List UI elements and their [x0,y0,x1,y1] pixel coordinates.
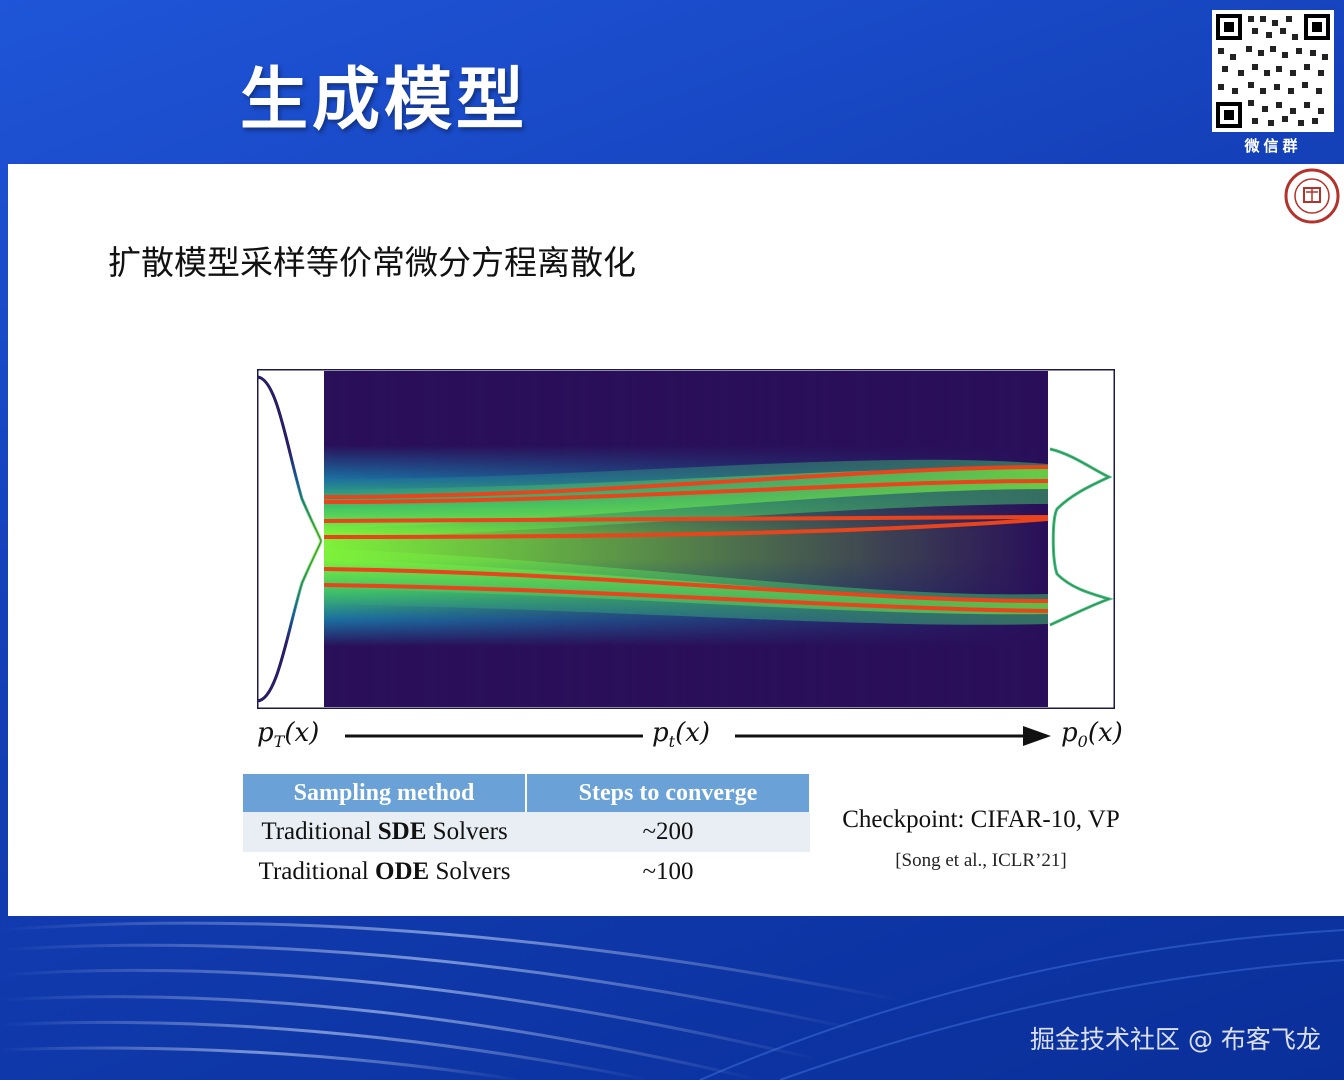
trajectory-line [323,465,1049,499]
watermark: 掘金技术社区 @ 布客飞龙 [1030,1025,1321,1054]
label-p-t: pt(x) [652,718,711,752]
table-row: Traditional ODE Solvers ~100 [243,852,810,892]
label-p-0: p0(x) [1061,718,1123,752]
page-title: 生成模型 [240,61,529,140]
trajectory-line [323,515,1049,523]
arrow-right-icon [735,726,1051,746]
trajectory-line [323,583,1049,613]
university-seal-icon [1284,168,1340,224]
header-sampling-method: Sampling method [243,774,527,812]
citation: [Song et al., ICLR’21] [895,850,1067,871]
trajectory-line [323,479,1049,504]
table-row: Traditional SDE Solvers ~200 [243,812,810,852]
qr-code [1212,10,1334,132]
checkpoint-note: Checkpoint: CIFAR-10, VP [842,806,1120,833]
qr-label: 微信群 [1244,137,1302,155]
slide-content: 扩散模型采样等价常微分方程离散化 [8,164,1344,916]
trajectory-line [323,517,1049,539]
steps-cell: ~200 [526,812,810,852]
diffusion-flow-figure [257,369,1115,709]
table-header-row: Sampling method Steps to converge [243,774,811,812]
trajectory-lines [323,465,1049,613]
right-marginal-curve [1049,447,1114,627]
sampling-steps-table: Sampling method Steps to converge Tradit… [243,774,811,892]
time-axis: pT(x) pt(x) p0(x) [257,716,1127,756]
slide-subtitle: 扩散模型采样等价常微分方程离散化 [108,243,636,282]
method-cell: Traditional SDE Solvers [243,812,526,852]
method-cell: Traditional ODE Solvers [258,858,511,885]
header-steps: Steps to converge [526,774,811,812]
trajectory-line [323,567,1049,603]
label-p-T: pT(x) [257,718,320,752]
axis-line-left [345,734,643,738]
steps-cell: ~100 [642,858,694,885]
